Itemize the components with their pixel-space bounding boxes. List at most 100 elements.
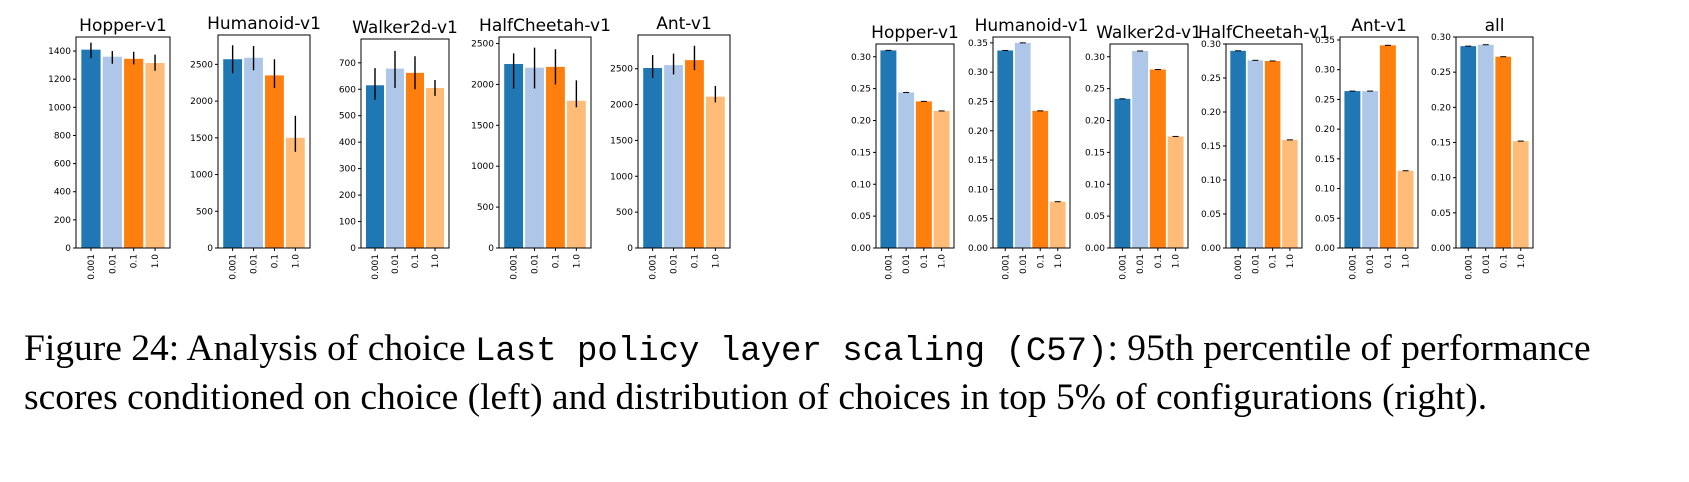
x-tick-label: 0.01 xyxy=(1136,254,1146,274)
y-tick-label: 0.05 xyxy=(851,212,871,222)
y-tick-label: 1500 xyxy=(190,134,213,144)
bar xyxy=(504,63,524,248)
x-tick-label: 0.1 xyxy=(130,254,140,268)
x-tick-label: 0.001 xyxy=(371,254,381,280)
chart-title: all xyxy=(1485,16,1505,36)
y-tick-label: 0.30 xyxy=(1085,53,1105,63)
y-tick-label: 0.15 xyxy=(851,148,871,158)
y-tick-label: 0.00 xyxy=(1201,244,1221,254)
y-tick-label: 500 xyxy=(477,203,494,213)
x-tick-label: 1.0 xyxy=(1172,254,1182,269)
x-tick-label: 1.0 xyxy=(711,254,721,269)
x-tick-label: 0.01 xyxy=(670,254,680,274)
y-tick-label: 0.20 xyxy=(851,117,871,127)
y-tick-label: 100 xyxy=(339,218,356,228)
y-tick-label: 600 xyxy=(339,85,356,95)
chart-title: HalfCheetah-v1 xyxy=(1198,23,1330,43)
y-tick-label: 0.05 xyxy=(1315,214,1335,224)
x-tick-label: 0.01 xyxy=(1251,254,1261,274)
bar xyxy=(1477,44,1494,249)
y-tick-label: 0.35 xyxy=(968,39,988,49)
y-tick-label: 400 xyxy=(54,188,71,198)
y-tick-label: 0.05 xyxy=(1201,210,1221,220)
y-tick-label: 0.10 xyxy=(851,180,871,190)
plot-frame xyxy=(1109,43,1189,249)
bar xyxy=(366,85,384,248)
x-tick-label: 0.001 xyxy=(510,254,520,280)
plot-frame xyxy=(75,36,171,249)
bar xyxy=(880,50,897,248)
bar xyxy=(1264,61,1281,248)
x-tick-label: 0.001 xyxy=(1234,254,1244,280)
y-tick-label: 0.25 xyxy=(1315,95,1335,105)
y-tick-label: 0.25 xyxy=(851,85,871,95)
bar xyxy=(685,60,704,248)
plot-frame xyxy=(1455,36,1534,249)
y-tick-label: 500 xyxy=(339,112,356,122)
bar xyxy=(406,72,424,249)
y-tick-label: 0.20 xyxy=(1315,125,1335,135)
chart-panel: all 0.001 0.01 0.1 1.0 0.00 0.05 0.10 0.15 0.20 0.… xyxy=(1431,16,1534,280)
bar xyxy=(285,137,305,248)
x-tick-label: 0.1 xyxy=(920,254,930,268)
y-tick-label: 0.20 xyxy=(1431,103,1451,113)
y-tick-label: 0.00 xyxy=(1315,244,1335,254)
x-tick-label: 1.0 xyxy=(1054,254,1064,269)
bar xyxy=(1149,69,1166,248)
chart-panel: Hopper-v1 0.001 0.01 0.1 1.0 0 200 400 600 800 100… xyxy=(48,16,171,280)
y-tick-label: 0.10 xyxy=(1201,176,1221,186)
caption-code: Last policy layer scaling (C57) xyxy=(474,333,1108,371)
x-tick-label: 0.01 xyxy=(108,254,118,274)
bar xyxy=(1132,51,1149,249)
bar xyxy=(426,87,444,248)
y-tick-label: 2000 xyxy=(471,80,494,90)
y-tick-label: 1400 xyxy=(48,47,71,57)
x-tick-label: 0.001 xyxy=(884,254,894,280)
y-tick-label: 2500 xyxy=(471,40,494,50)
bar xyxy=(525,67,544,248)
x-tick-label: 0.1 xyxy=(270,254,280,268)
y-tick-label: 500 xyxy=(616,208,633,218)
y-tick-label: 0.15 xyxy=(968,156,988,166)
x-tick-label: 1.0 xyxy=(431,254,441,269)
chart-panel: Humanoid-v1 0.001 0.01 0.1 1.0 0 500 1000 1500 20… xyxy=(190,14,321,280)
y-tick-label: 0 xyxy=(627,244,633,254)
chart-panel: Hopper-v1 0.001 0.01 0.1 1.0 0.00 0.05 0.10 0.15… xyxy=(851,23,959,280)
figure-charts: Hopper-v1 0.001 0.01 0.1 1.0 0 200 400 600 800 100… xyxy=(48,14,1534,280)
bar xyxy=(223,59,243,248)
plot-frame xyxy=(498,36,592,249)
chart-panel: Humanoid-v1 0.001 0.01 0.1 1.0 0.00 0.05 0.10 0.… xyxy=(968,16,1088,280)
chart-panel: Walker2d-v1 0.001 0.01 0.1 1.0 0.00 0.05 0.10 0.… xyxy=(1085,23,1202,280)
plot-frame xyxy=(360,38,450,249)
y-tick-label: 1200 xyxy=(48,75,71,85)
chart-panel: Ant-v1 0.001 0.01 0.1 1.0 0.00 0.05 0.10 0.15 0.2… xyxy=(1315,16,1419,280)
bar xyxy=(997,50,1014,248)
x-tick-label: 0.1 xyxy=(1384,254,1394,268)
bar xyxy=(81,49,101,248)
chart-title: Humanoid-v1 xyxy=(975,16,1089,36)
y-tick-label: 0.15 xyxy=(1085,148,1105,158)
bar xyxy=(1114,98,1131,248)
y-tick-label: 0.25 xyxy=(1085,85,1105,95)
y-tick-label: 2000 xyxy=(190,97,213,107)
plot-frame xyxy=(1339,36,1419,249)
chart-title: Hopper-v1 xyxy=(871,23,959,43)
y-tick-label: 300 xyxy=(339,165,356,175)
x-tick-label: 0.001 xyxy=(87,254,97,280)
bar xyxy=(915,101,932,248)
y-tick-label: 2000 xyxy=(610,101,633,111)
x-tick-label: 1.0 xyxy=(1286,254,1296,269)
bar xyxy=(1460,46,1477,248)
y-tick-label: 0.30 xyxy=(851,53,871,63)
plot-frame xyxy=(875,43,955,249)
bar xyxy=(1362,91,1379,248)
x-tick-label: 1.0 xyxy=(151,254,161,269)
x-tick-label: 0.01 xyxy=(1366,254,1376,274)
y-tick-label: 1000 xyxy=(471,162,494,172)
y-tick-label: 0.10 xyxy=(1431,174,1451,184)
chart-panel: HalfCheetah-v1 0.001 0.01 0.1 1.0 0 500 1000 150… xyxy=(471,16,611,280)
chart-title: Ant-v1 xyxy=(656,14,712,34)
y-tick-label: 2500 xyxy=(190,60,213,70)
x-tick-label: 0.01 xyxy=(1019,254,1029,274)
y-tick-label: 0.05 xyxy=(1085,212,1105,222)
